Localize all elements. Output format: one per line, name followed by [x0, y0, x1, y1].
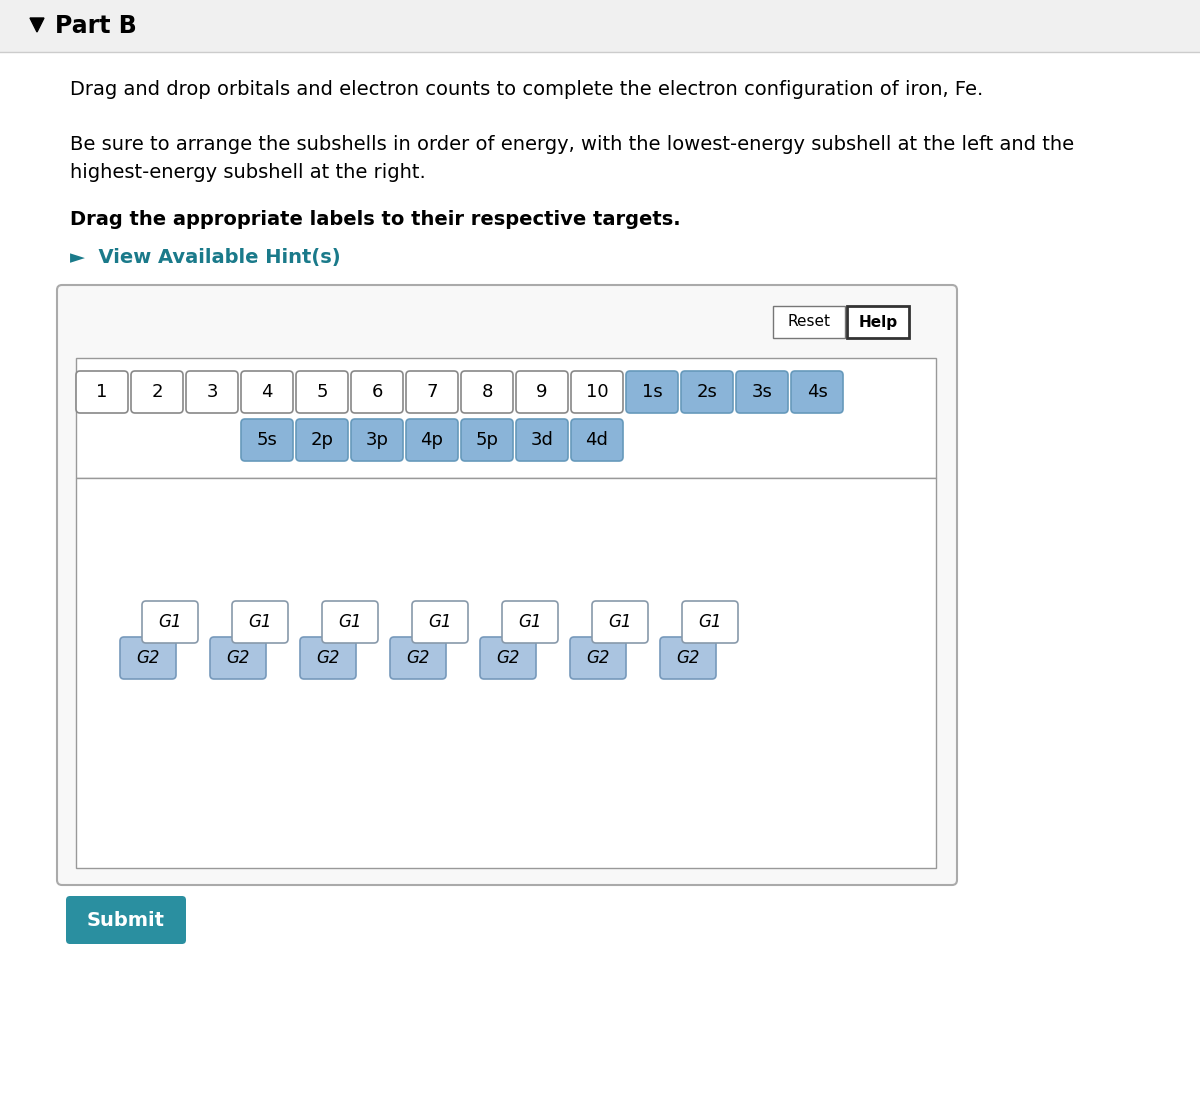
FancyBboxPatch shape [66, 896, 186, 944]
FancyBboxPatch shape [241, 419, 293, 461]
FancyBboxPatch shape [461, 419, 514, 461]
FancyBboxPatch shape [76, 478, 936, 869]
Text: 5s: 5s [257, 432, 277, 449]
FancyBboxPatch shape [296, 419, 348, 461]
Text: G1: G1 [518, 613, 541, 631]
FancyBboxPatch shape [516, 419, 568, 461]
Text: G2: G2 [137, 649, 160, 666]
FancyBboxPatch shape [570, 637, 626, 679]
Text: 4p: 4p [420, 432, 444, 449]
FancyBboxPatch shape [461, 371, 514, 413]
FancyBboxPatch shape [502, 601, 558, 643]
Text: G1: G1 [698, 613, 721, 631]
Text: Drag and drop orbitals and electron counts to complete the electron configuratio: Drag and drop orbitals and electron coun… [70, 80, 983, 99]
Text: 1: 1 [96, 383, 108, 401]
FancyBboxPatch shape [791, 371, 842, 413]
FancyBboxPatch shape [736, 371, 788, 413]
Text: G2: G2 [587, 649, 610, 666]
FancyBboxPatch shape [773, 306, 845, 338]
FancyBboxPatch shape [480, 637, 536, 679]
FancyBboxPatch shape [412, 601, 468, 643]
FancyBboxPatch shape [300, 637, 356, 679]
Text: 3s: 3s [751, 383, 773, 401]
FancyBboxPatch shape [682, 371, 733, 413]
Text: 3d: 3d [530, 432, 553, 449]
FancyBboxPatch shape [406, 371, 458, 413]
Text: 3p: 3p [366, 432, 389, 449]
Text: G1: G1 [608, 613, 631, 631]
FancyBboxPatch shape [120, 637, 176, 679]
Text: G1: G1 [158, 613, 181, 631]
Text: 2p: 2p [311, 432, 334, 449]
FancyBboxPatch shape [296, 371, 348, 413]
Text: Reset: Reset [787, 314, 830, 329]
Text: Part B: Part B [55, 14, 137, 38]
Text: G2: G2 [317, 649, 340, 666]
FancyBboxPatch shape [142, 601, 198, 643]
Text: G2: G2 [497, 649, 520, 666]
Text: Submit: Submit [88, 910, 166, 930]
FancyBboxPatch shape [131, 371, 182, 413]
FancyBboxPatch shape [571, 371, 623, 413]
Text: G1: G1 [338, 613, 361, 631]
FancyBboxPatch shape [241, 371, 293, 413]
Text: 4: 4 [262, 383, 272, 401]
Text: 5p: 5p [475, 432, 498, 449]
FancyBboxPatch shape [571, 419, 623, 461]
Text: 4d: 4d [586, 432, 608, 449]
Text: highest-energy subshell at the right.: highest-energy subshell at the right. [70, 163, 426, 182]
FancyBboxPatch shape [626, 371, 678, 413]
Text: G2: G2 [407, 649, 430, 666]
Text: Be sure to arrange the subshells in order of energy, with the lowest-energy subs: Be sure to arrange the subshells in orde… [70, 135, 1074, 154]
Text: G1: G1 [428, 613, 451, 631]
FancyBboxPatch shape [76, 358, 936, 478]
FancyBboxPatch shape [0, 0, 1200, 52]
FancyBboxPatch shape [186, 371, 238, 413]
FancyBboxPatch shape [682, 601, 738, 643]
FancyBboxPatch shape [352, 371, 403, 413]
Text: G1: G1 [248, 613, 271, 631]
FancyBboxPatch shape [390, 637, 446, 679]
FancyBboxPatch shape [322, 601, 378, 643]
FancyBboxPatch shape [592, 601, 648, 643]
Text: 2: 2 [151, 383, 163, 401]
FancyBboxPatch shape [660, 637, 716, 679]
Text: 10: 10 [586, 383, 608, 401]
FancyBboxPatch shape [210, 637, 266, 679]
Text: ►  View Available Hint(s): ► View Available Hint(s) [70, 248, 341, 267]
FancyBboxPatch shape [58, 285, 958, 885]
Text: 3: 3 [206, 383, 217, 401]
Text: 1s: 1s [642, 383, 662, 401]
Text: 6: 6 [371, 383, 383, 401]
Text: 7: 7 [426, 383, 438, 401]
Text: 9: 9 [536, 383, 547, 401]
Text: 4s: 4s [806, 383, 828, 401]
FancyBboxPatch shape [352, 419, 403, 461]
Text: G2: G2 [227, 649, 250, 666]
Text: Drag the appropriate labels to their respective targets.: Drag the appropriate labels to their res… [70, 210, 680, 229]
Text: 5: 5 [317, 383, 328, 401]
Polygon shape [30, 18, 44, 32]
Text: 2s: 2s [696, 383, 718, 401]
Text: Help: Help [858, 314, 898, 329]
FancyBboxPatch shape [847, 306, 910, 338]
Text: G2: G2 [677, 649, 700, 666]
Text: 8: 8 [481, 383, 493, 401]
FancyBboxPatch shape [406, 419, 458, 461]
FancyBboxPatch shape [516, 371, 568, 413]
FancyBboxPatch shape [232, 601, 288, 643]
FancyBboxPatch shape [76, 371, 128, 413]
